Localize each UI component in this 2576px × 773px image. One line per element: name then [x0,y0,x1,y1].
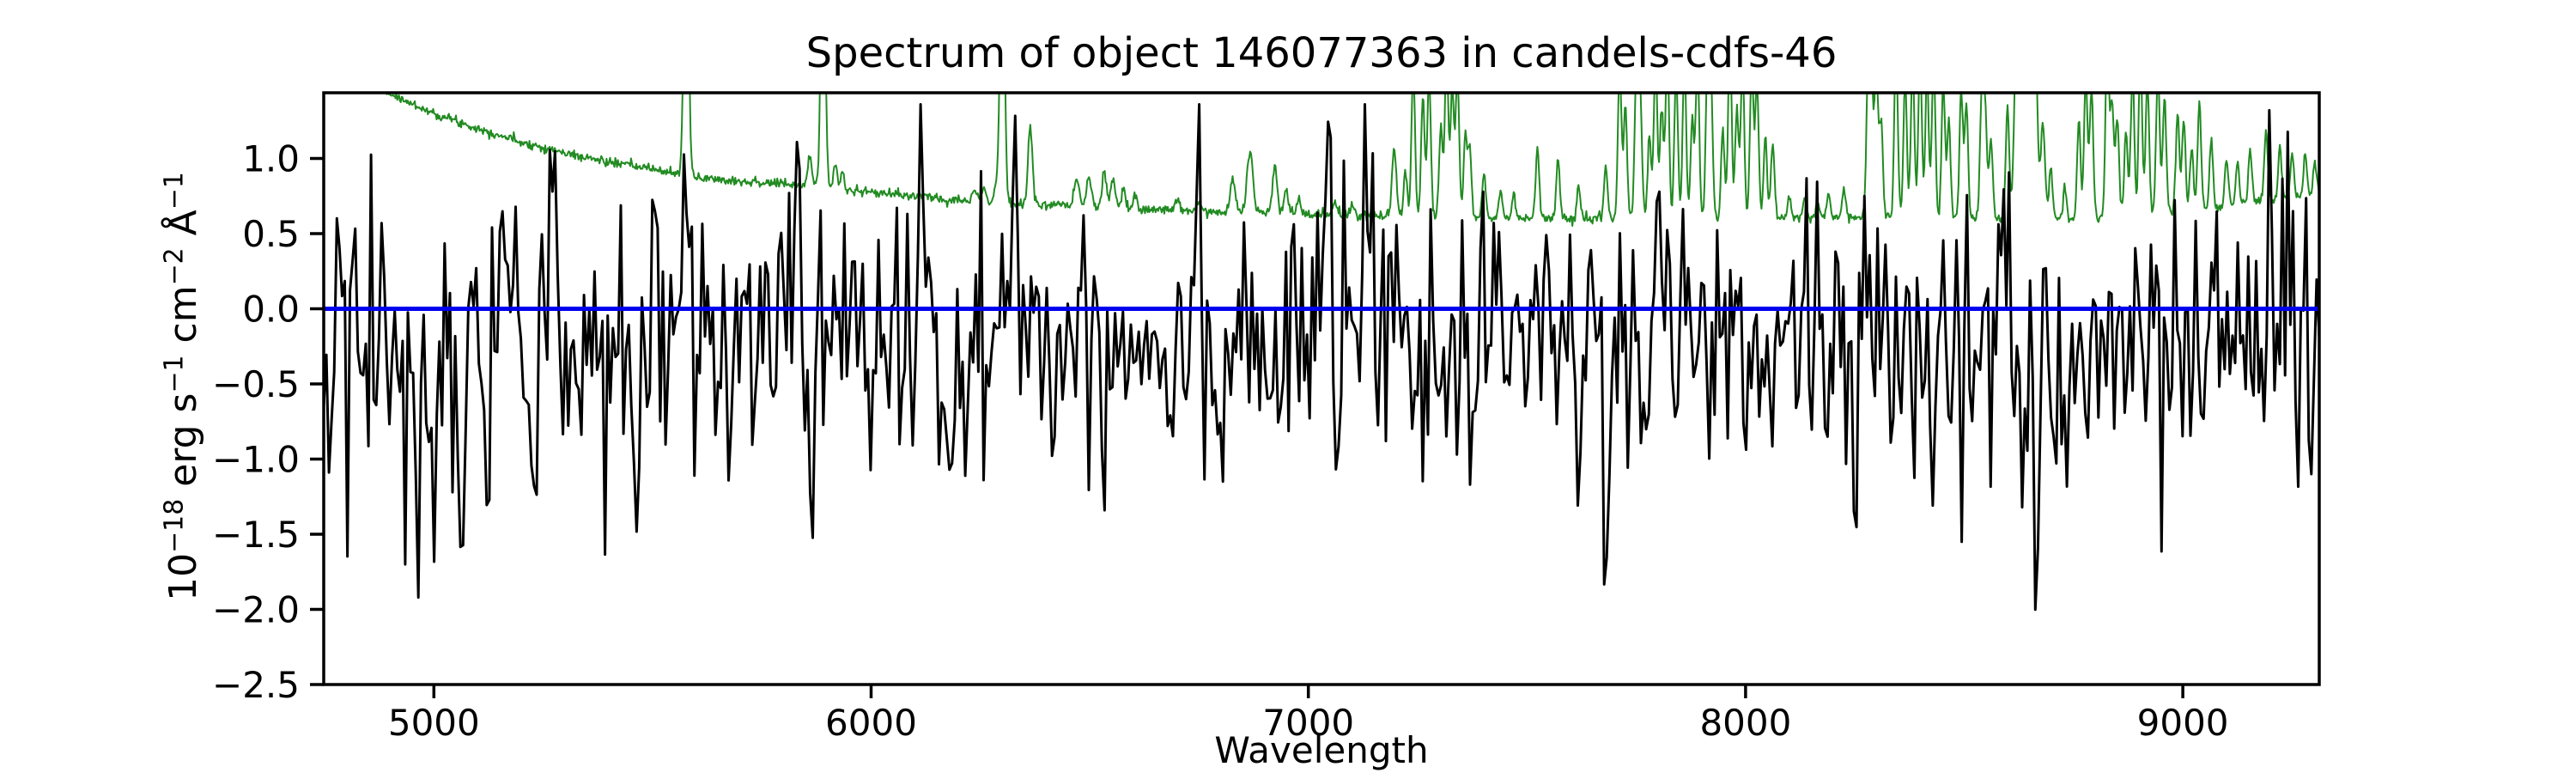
x-tick-label: 7000 [1262,702,1354,744]
plot-title: Spectrum of object 146077363 in candels-… [805,29,1838,77]
sky-error-spectrum-line [386,93,2319,227]
y-tick-label: −2.0 [212,589,300,631]
series-group [324,93,2319,612]
y-tick-label: 1.0 [242,138,300,180]
x-tick-label: 6000 [825,702,917,744]
y-axis-label-part: −1 [159,355,190,393]
y-axis-label-part: Å [161,210,206,248]
y-tick-label: −0.5 [212,363,300,405]
y-axis-label-part: cm [161,285,206,356]
x-tick-label: 9000 [2137,702,2229,744]
y-axis-label-part: −18 [159,498,190,553]
object-flux-spectrum-line [324,103,2319,612]
y-tick-label: 0.5 [242,213,300,255]
axis-ticks: 5000 6000 7000 8000 9000 1.0 0.5 0.0 −0.5 −1.0 −1.… [212,138,2229,745]
y-tick-label: −2.5 [212,664,300,706]
y-axis-label-part: 10 [161,552,206,601]
y-axis-label: 10−18 erg s−1 cm−2 Å−1 [159,172,206,601]
y-axis-label-part: erg s [161,393,206,499]
y-tick-label: −1.0 [212,439,300,481]
x-tick-label: 5000 [388,702,480,744]
y-tick-label: −1.5 [212,514,300,556]
y-tick-label: 0.0 [242,289,300,331]
y-axis-label-part: −1 [159,172,190,210]
plot-frame [322,91,2321,686]
x-tick-label: 8000 [1699,702,1791,744]
y-axis-label-part: −2 [159,247,190,286]
x-axis-label: Wavelength [1214,729,1429,771]
